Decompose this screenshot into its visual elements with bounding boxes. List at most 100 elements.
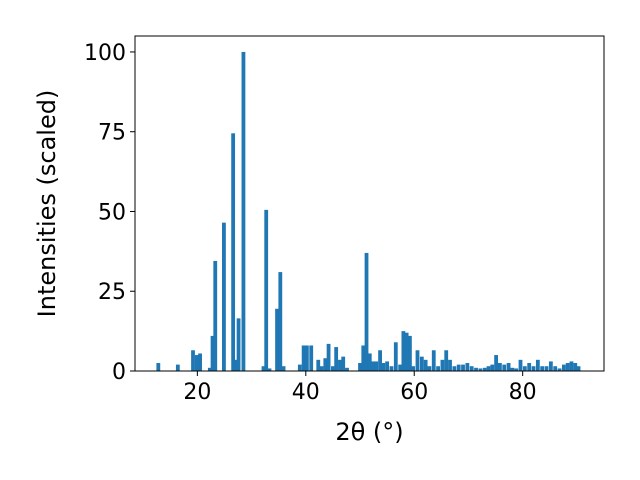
bar xyxy=(191,350,195,371)
y-tick-label: 75 xyxy=(98,121,126,146)
y-axis-ticks: 0 25 50 75 100 xyxy=(84,41,135,385)
bar xyxy=(548,361,553,371)
bar xyxy=(175,364,180,371)
bar xyxy=(494,355,499,371)
bar xyxy=(297,364,302,371)
bar xyxy=(331,366,335,371)
y-tick-label: 100 xyxy=(84,41,126,66)
bar xyxy=(557,368,562,371)
bar xyxy=(367,353,372,371)
bar xyxy=(326,343,331,371)
bar xyxy=(436,366,440,371)
bar xyxy=(576,366,581,371)
plot-frame xyxy=(134,35,605,372)
bar xyxy=(518,359,523,371)
x-tick-label: 80 xyxy=(509,380,537,405)
bar xyxy=(275,308,279,371)
bar xyxy=(393,342,398,371)
bar xyxy=(486,366,491,371)
bar xyxy=(461,364,465,371)
bar xyxy=(431,350,436,371)
bar xyxy=(241,51,246,371)
bar xyxy=(404,332,409,371)
bar xyxy=(440,359,445,371)
bar xyxy=(358,363,362,371)
x-tick-label: 40 xyxy=(292,380,320,405)
bar xyxy=(338,359,342,371)
bar xyxy=(389,366,394,371)
bar xyxy=(502,364,507,371)
bar xyxy=(364,252,369,371)
bar xyxy=(408,335,412,371)
bar xyxy=(514,368,519,371)
bar xyxy=(378,350,382,371)
bar xyxy=(540,366,545,371)
bar xyxy=(469,366,474,371)
bar xyxy=(316,359,321,371)
bar xyxy=(213,260,218,371)
bar xyxy=(427,366,432,371)
bar xyxy=(222,222,226,371)
bar xyxy=(194,355,199,371)
bars-group xyxy=(156,51,581,371)
bar xyxy=(261,366,266,371)
bar xyxy=(553,366,558,371)
bar xyxy=(281,366,286,371)
bar xyxy=(478,368,483,371)
bar xyxy=(510,367,515,371)
y-axis-label: Intensities (scaled) xyxy=(33,90,61,318)
bar xyxy=(569,361,574,371)
x-tick-label: 20 xyxy=(183,380,211,405)
bar xyxy=(544,366,549,371)
bar xyxy=(301,345,306,371)
bar xyxy=(233,359,238,371)
bar xyxy=(341,356,346,371)
bar xyxy=(506,363,511,371)
bar xyxy=(207,367,212,371)
bar xyxy=(498,363,502,371)
bar xyxy=(565,363,570,371)
bar xyxy=(535,359,540,371)
bar xyxy=(381,363,386,371)
bar xyxy=(345,367,349,371)
bar xyxy=(527,363,532,371)
bar xyxy=(482,367,487,371)
x-axis-label: 2θ (°) xyxy=(335,418,403,446)
bar xyxy=(444,350,449,371)
bar xyxy=(374,361,379,371)
bar xyxy=(522,366,527,371)
bar xyxy=(452,366,457,371)
bar xyxy=(474,367,478,371)
y-tick-label: 25 xyxy=(98,280,126,305)
bar xyxy=(448,359,452,371)
bar xyxy=(415,350,420,371)
bar xyxy=(456,364,461,371)
bar xyxy=(210,335,215,371)
x-tick-label: 60 xyxy=(400,380,428,405)
bar xyxy=(156,363,161,371)
bar xyxy=(573,363,578,371)
bar xyxy=(561,364,566,371)
bar xyxy=(309,345,314,371)
bar xyxy=(419,356,424,371)
y-tick-label: 0 xyxy=(112,360,126,385)
bar xyxy=(304,345,309,371)
x-axis-ticks: 20 40 60 80 xyxy=(183,371,537,405)
bar xyxy=(278,272,283,371)
bar xyxy=(490,364,495,371)
bar xyxy=(465,363,470,371)
bar xyxy=(231,133,236,371)
bar xyxy=(361,345,366,371)
bar xyxy=(264,209,269,371)
bar xyxy=(198,353,202,371)
bar xyxy=(319,366,324,371)
bar xyxy=(531,366,536,371)
bar xyxy=(401,331,406,371)
bar xyxy=(371,361,375,371)
bar xyxy=(423,359,428,371)
bar xyxy=(411,366,416,371)
bar xyxy=(334,347,339,371)
bar xyxy=(385,361,390,371)
bar xyxy=(267,368,272,371)
